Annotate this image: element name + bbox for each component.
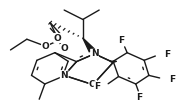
Text: O: O [89, 80, 97, 89]
Text: F: F [164, 50, 170, 59]
Text: F: F [118, 36, 124, 45]
Text: O: O [42, 42, 49, 51]
Text: F: F [169, 75, 175, 84]
Text: F: F [94, 82, 100, 91]
Polygon shape [83, 38, 95, 52]
Text: F: F [136, 93, 143, 102]
Text: O: O [60, 45, 68, 54]
Text: N: N [91, 49, 98, 58]
Text: O: O [54, 34, 62, 43]
Text: N: N [60, 71, 68, 80]
Polygon shape [110, 61, 116, 62]
